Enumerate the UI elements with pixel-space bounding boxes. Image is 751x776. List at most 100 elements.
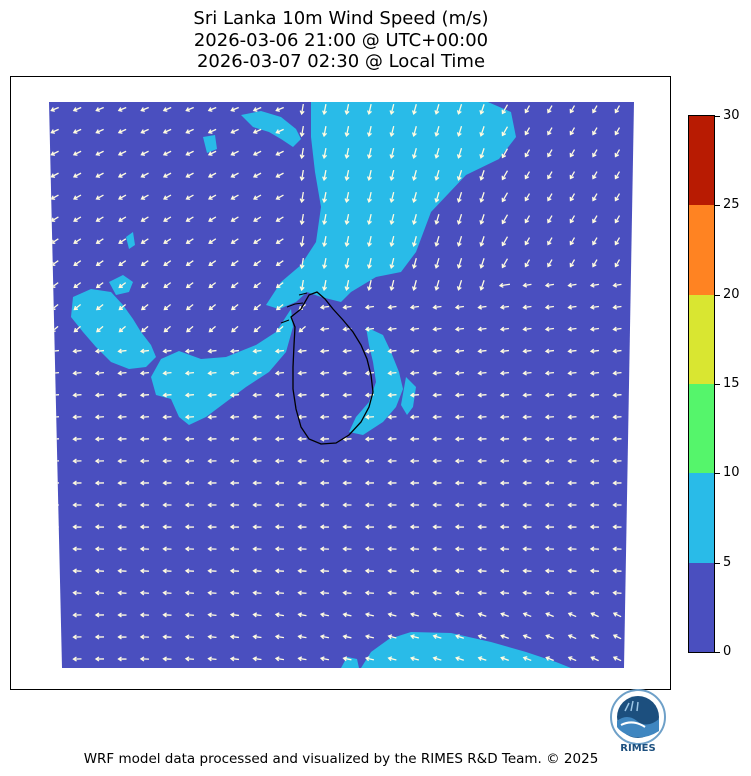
wind-arrow bbox=[275, 128, 284, 134]
wind-arrow bbox=[569, 127, 576, 136]
wind-arrow bbox=[208, 238, 217, 244]
wind-arrow bbox=[614, 215, 621, 224]
wind-arrow bbox=[207, 590, 217, 596]
wind-arrow bbox=[342, 304, 352, 310]
wind-arrow bbox=[612, 502, 622, 508]
wind-arrow bbox=[387, 524, 397, 530]
colorbar-segment-0-5 bbox=[689, 562, 714, 652]
wind-arrow bbox=[434, 126, 440, 137]
footer-credit: WRF model data processed and visualized … bbox=[83, 751, 599, 767]
wind-arrow bbox=[389, 191, 395, 203]
wind-arrow bbox=[117, 106, 127, 112]
wind-arrow bbox=[499, 502, 510, 508]
wind-arrow bbox=[297, 634, 307, 640]
wind-arrow bbox=[432, 590, 442, 596]
wind-arrow bbox=[229, 458, 240, 464]
wind-arrow bbox=[95, 128, 104, 134]
wind-arrow bbox=[432, 458, 442, 464]
wind-arrow bbox=[252, 436, 262, 442]
wind-arrow bbox=[612, 414, 622, 420]
wind-arrow bbox=[184, 568, 195, 574]
colorbar: 0 5 10 15 20 25 30 bbox=[688, 109, 740, 659]
wind-arrow bbox=[344, 279, 350, 292]
wind-arrow bbox=[409, 568, 420, 574]
wind-arrow bbox=[522, 612, 532, 618]
wind-arrow bbox=[297, 370, 307, 376]
wind-arrow bbox=[479, 236, 485, 247]
wind-arrow bbox=[569, 237, 576, 246]
colorbar-tick bbox=[715, 652, 720, 653]
wind-arrow bbox=[297, 458, 307, 464]
wind-arrow bbox=[456, 236, 463, 247]
wind-arrow bbox=[567, 370, 577, 376]
wind-arrow bbox=[409, 590, 420, 596]
wind-arrow bbox=[387, 502, 397, 508]
wind-arrow bbox=[72, 348, 82, 354]
wind-arrow bbox=[410, 612, 420, 618]
wind-arrow bbox=[299, 147, 305, 160]
wind-arrow bbox=[477, 414, 487, 420]
wind-arrow bbox=[297, 656, 307, 662]
wind-arrow bbox=[366, 235, 372, 248]
speed-region-north-islands bbox=[241, 111, 301, 147]
wind-arrow bbox=[117, 612, 127, 618]
wind-arrow bbox=[454, 546, 465, 552]
wind-arrow bbox=[612, 590, 622, 596]
wind-arrow bbox=[207, 634, 217, 640]
speed-region-east-coast bbox=[349, 327, 403, 435]
wind-arrow bbox=[522, 326, 532, 332]
wind-arrow bbox=[95, 194, 104, 200]
wind-arrow bbox=[432, 656, 442, 662]
colorbar-tick-label: 25 bbox=[723, 197, 740, 213]
wind-arrow bbox=[274, 392, 285, 398]
wind-arrow bbox=[477, 370, 487, 376]
wind-arrow bbox=[477, 524, 487, 530]
wind-arrow bbox=[409, 436, 420, 442]
wind-arrow bbox=[274, 370, 285, 376]
wind-arrow bbox=[364, 612, 375, 618]
wind-arrow bbox=[162, 414, 172, 420]
wind-arrow bbox=[545, 656, 554, 662]
wind-arrow bbox=[297, 436, 307, 442]
wind-arrow bbox=[522, 348, 532, 354]
wind-arrow bbox=[569, 149, 576, 158]
wind-arrow bbox=[567, 590, 577, 596]
wind-arrow bbox=[522, 436, 532, 442]
wind-arrow bbox=[208, 194, 217, 200]
wind-arrow bbox=[139, 568, 150, 574]
wind-arrow bbox=[522, 590, 532, 596]
wind-arrow bbox=[409, 304, 420, 310]
wind-arrow bbox=[590, 634, 599, 640]
wind-arrow bbox=[411, 192, 417, 203]
wind-arrow bbox=[522, 568, 532, 574]
wind-arrow bbox=[94, 392, 105, 398]
wind-arrow bbox=[94, 502, 105, 508]
wind-arrow bbox=[409, 458, 420, 464]
wind-arrow bbox=[522, 282, 532, 288]
wind-arrow bbox=[567, 480, 577, 486]
wind-arrow bbox=[163, 216, 172, 222]
wind-arrow bbox=[163, 325, 171, 333]
wind-arrow bbox=[140, 238, 149, 244]
speed-region-north-band bbox=[266, 102, 516, 309]
wind-arrow bbox=[432, 414, 442, 420]
wind-arrow bbox=[95, 260, 104, 266]
wind-arrow bbox=[455, 612, 465, 618]
wind-arrow bbox=[342, 590, 352, 596]
wind-arrow bbox=[524, 237, 531, 246]
wind-arrow bbox=[252, 480, 262, 486]
colorbar-tick-label: 15 bbox=[723, 376, 740, 391]
wind-arrow bbox=[479, 170, 485, 181]
colorbar-tick-label: 20 bbox=[723, 286, 740, 302]
wind-arrow bbox=[612, 282, 622, 288]
wind-arrow bbox=[389, 125, 395, 137]
wind-speed-map bbox=[49, 102, 634, 668]
wind-arrow bbox=[612, 436, 622, 442]
wind-arrow bbox=[477, 392, 487, 398]
wind-arrow bbox=[614, 105, 621, 114]
wind-arrow bbox=[274, 568, 285, 574]
wind-arrow bbox=[434, 214, 440, 225]
wind-arrow bbox=[567, 656, 577, 662]
wind-arrow bbox=[207, 436, 217, 442]
wind-arrow bbox=[499, 414, 510, 420]
